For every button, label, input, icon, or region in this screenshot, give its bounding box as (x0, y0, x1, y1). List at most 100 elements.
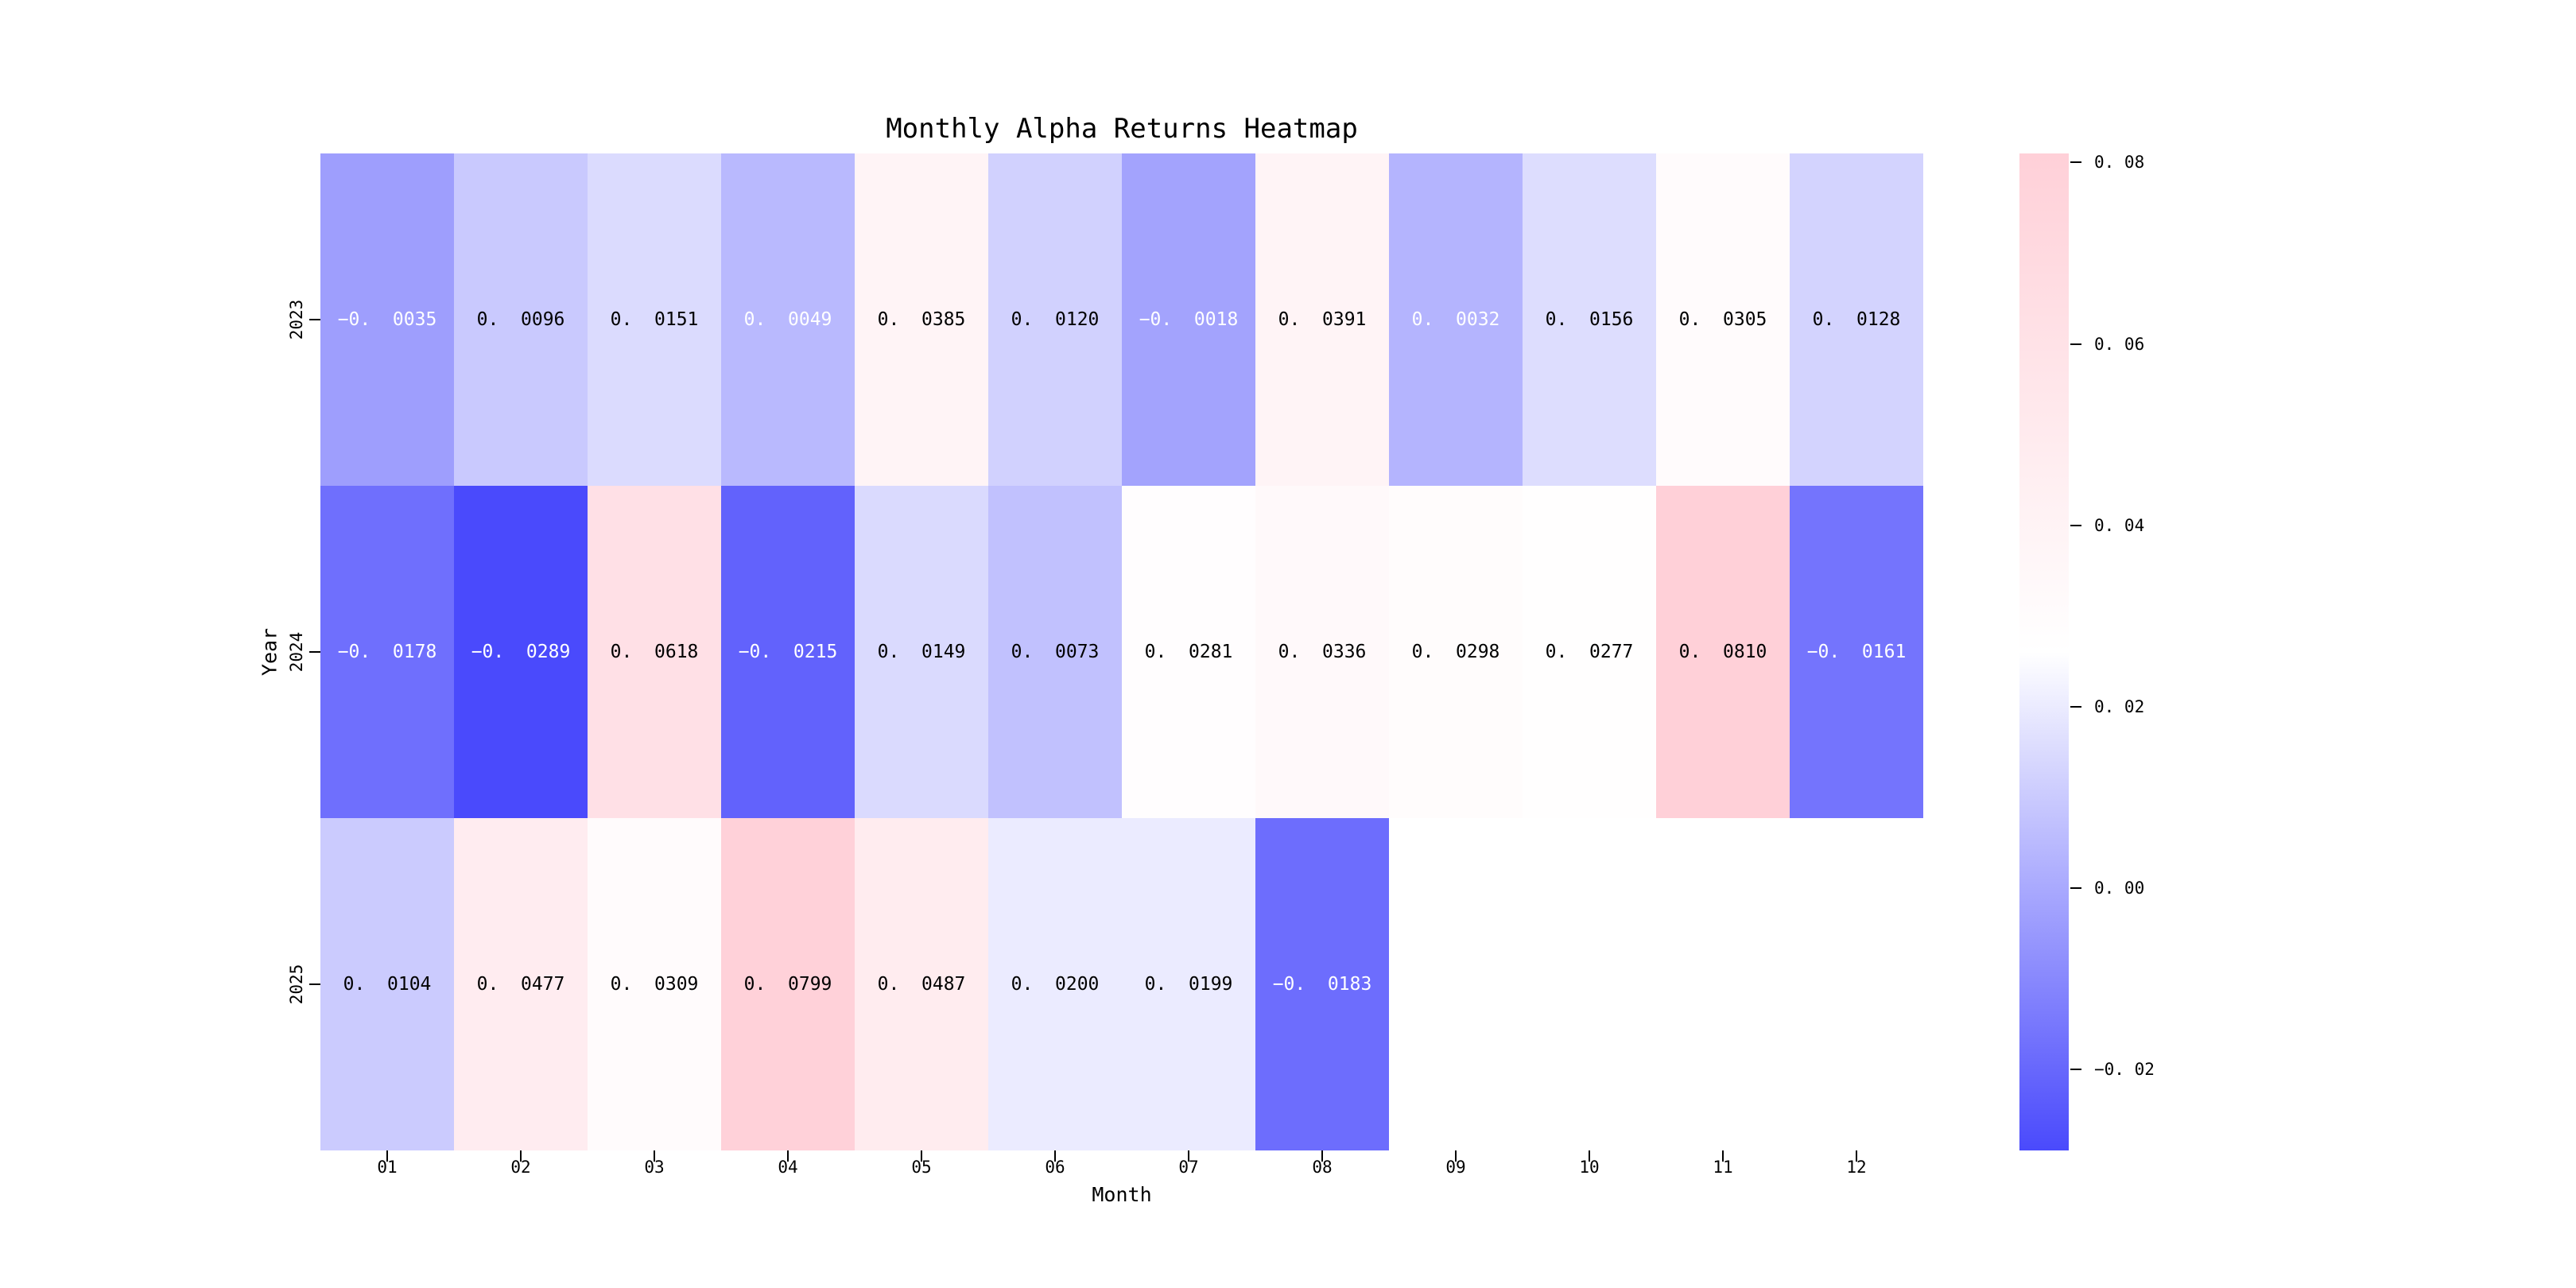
cell-value: −0. 0289 (471, 642, 571, 662)
cell-value: −0. 0161 (1806, 642, 1907, 662)
cell-value: 0. 0799 (743, 974, 832, 995)
cell-value: 0. 0128 (1812, 309, 1901, 330)
heatmap-cell: 0. 0391 (1255, 153, 1389, 486)
cell-value: 0. 0156 (1545, 309, 1634, 330)
heatmap-cell: 0. 0277 (1523, 486, 1656, 818)
cell-value: 0. 0200 (1011, 974, 1100, 995)
cell-value: 0. 0096 (476, 309, 565, 330)
x-axis-label: Month (1092, 1183, 1152, 1206)
y-tick-label: 2024 (287, 631, 306, 673)
heatmap-cell: −0. 0183 (1255, 818, 1389, 1150)
x-tick (520, 1150, 522, 1162)
heatmap-cell: 0. 0309 (588, 818, 721, 1150)
colorbar-gradient (2019, 153, 2069, 1150)
cell-value: 0. 0336 (1278, 642, 1367, 662)
heatmap-cell: 0. 0618 (588, 486, 721, 818)
y-tick (309, 983, 320, 985)
heatmap-cell: 0. 0799 (721, 818, 855, 1150)
cell-value: 0. 0305 (1678, 309, 1767, 330)
x-tick-label: 04 (778, 1158, 798, 1177)
heatmap-cell: 0. 0104 (320, 818, 454, 1150)
cell-value: 0. 0309 (610, 974, 699, 995)
heatmap-cell: −0. 0289 (454, 486, 588, 818)
colorbar-tick (2070, 343, 2081, 345)
colorbar-tick-label: 0. 06 (2094, 334, 2145, 354)
x-tick-label: 06 (1045, 1158, 1065, 1177)
x-tick (654, 1150, 655, 1162)
chart-title: Monthly Alpha Returns Heatmap (886, 113, 1358, 145)
x-tick-label: 12 (1846, 1158, 1867, 1177)
x-tick (1589, 1150, 1590, 1162)
cell-value: 0. 0618 (610, 642, 699, 662)
cell-value: 0. 0104 (343, 974, 432, 995)
x-tick (1722, 1150, 1724, 1162)
heatmap-cell: 0. 0487 (855, 818, 988, 1150)
heatmap-cell: 0. 0049 (721, 153, 855, 486)
heatmap-cell: −0. 0161 (1790, 486, 1923, 818)
heatmap-cell: 0. 0128 (1790, 153, 1923, 486)
colorbar-tick (2070, 161, 2081, 164)
colorbar-tick-label: 0. 02 (2094, 697, 2145, 717)
x-tick (921, 1150, 922, 1162)
colorbar-tick-label: 0. 04 (2094, 515, 2145, 535)
cell-value: 0. 0120 (1011, 309, 1100, 330)
x-tick-label: 05 (911, 1158, 932, 1177)
heatmap-cell: 0. 0385 (855, 153, 988, 486)
x-tick (386, 1150, 388, 1162)
x-tick (1856, 1150, 1857, 1162)
colorbar-tick (2070, 1069, 2081, 1071)
heatmap-cell: 0. 0281 (1122, 486, 1255, 818)
x-tick-label: 09 (1445, 1158, 1466, 1177)
cell-value: 0. 0298 (1411, 642, 1500, 662)
heatmap-cell: −0. 0178 (320, 486, 454, 818)
heatmap-cell: 0. 0305 (1656, 153, 1790, 486)
cell-value: −0. 0018 (1139, 309, 1239, 330)
cell-value: 0. 0149 (877, 642, 966, 662)
heatmap-cell: −0. 0215 (721, 486, 855, 818)
heatmap-cell: 0. 0199 (1122, 818, 1255, 1150)
heatmap-cell: 0. 0298 (1389, 486, 1523, 818)
colorbar-tick-label: −0. 02 (2094, 1060, 2155, 1080)
colorbar-tick (2070, 524, 2081, 526)
y-tick (309, 651, 320, 653)
colorbar-tick (2070, 887, 2081, 890)
cell-value: 0. 0073 (1011, 642, 1100, 662)
colorbar-tick-label: 0. 08 (2094, 153, 2145, 173)
x-tick-label: 08 (1312, 1158, 1333, 1177)
x-tick-label: 03 (644, 1158, 665, 1177)
heatmap-cell: 0. 0096 (454, 153, 588, 486)
colorbar-tick-label: 0. 00 (2094, 879, 2145, 898)
x-tick-label: 02 (510, 1158, 531, 1177)
x-tick (787, 1150, 789, 1162)
y-tick (309, 319, 320, 320)
cell-value: −0. 0035 (337, 309, 437, 330)
cell-value: 0. 0032 (1411, 309, 1500, 330)
heatmap-cell: 0. 0032 (1389, 153, 1523, 486)
y-axis-label: Year (258, 627, 281, 677)
cell-value: 0. 0487 (877, 974, 966, 995)
x-tick-label: 07 (1178, 1158, 1199, 1177)
x-tick-label: 01 (377, 1158, 398, 1177)
heatmap-cell: 0. 0810 (1656, 486, 1790, 818)
x-tick (1455, 1150, 1457, 1162)
cell-value: 0. 0385 (877, 309, 966, 330)
heatmap-cell: 0. 0200 (988, 818, 1122, 1150)
cell-value: 0. 0277 (1545, 642, 1634, 662)
heatmap-cell: 0. 0073 (988, 486, 1122, 818)
colorbar-tick (2070, 706, 2081, 708)
cell-value: 0. 0199 (1144, 974, 1233, 995)
y-tick-label: 2023 (287, 299, 306, 340)
x-tick (1321, 1150, 1323, 1162)
x-tick (1054, 1150, 1056, 1162)
cell-value: −0. 0178 (337, 642, 437, 662)
y-tick-label: 2025 (287, 964, 306, 1005)
heatmap-cell: −0. 0018 (1122, 153, 1255, 486)
heatmap-plot: −0. 0035 0. 0096 0. 0151 0. 0049 0. 0385 0. 0… (320, 153, 1923, 1150)
cell-value: 0. 0477 (476, 974, 565, 995)
cell-value: 0. 0810 (1678, 642, 1767, 662)
heatmap-cell: 0. 0151 (588, 153, 721, 486)
heatmap-cell: 0. 0149 (855, 486, 988, 818)
cell-value: −0. 0215 (738, 642, 838, 662)
x-tick (1188, 1150, 1189, 1162)
